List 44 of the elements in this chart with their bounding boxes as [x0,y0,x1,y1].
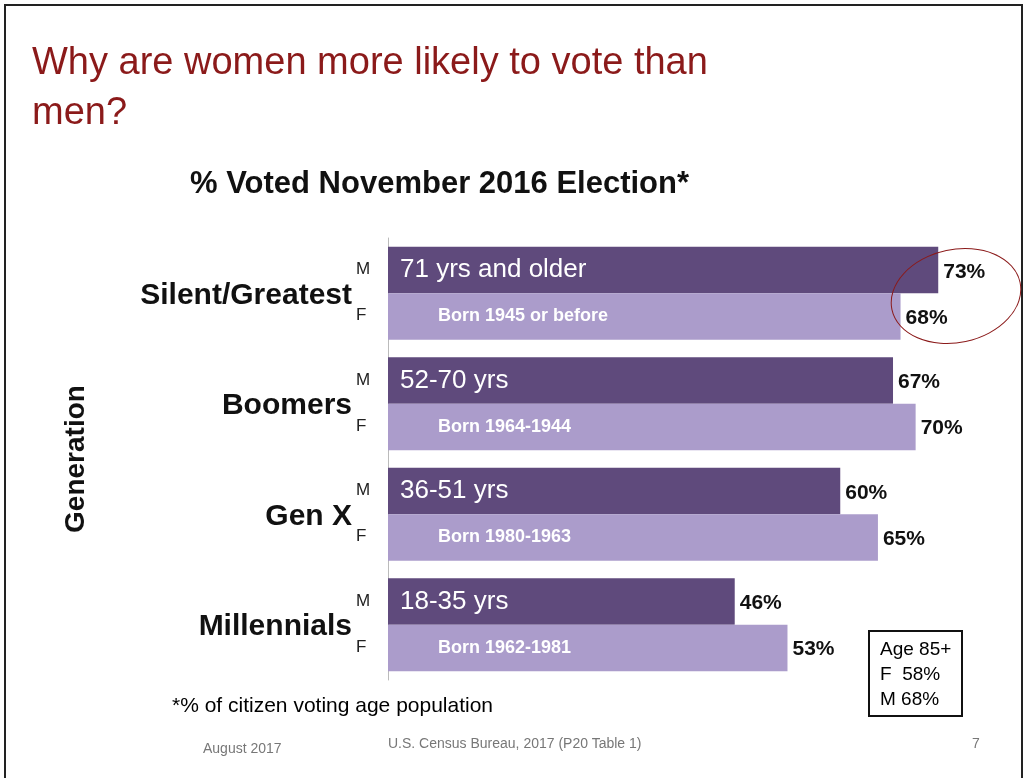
bar [388,578,735,625]
text: 7 [972,735,980,751]
annotation: 18-35 yrs [400,584,509,615]
bar [388,403,916,451]
series-label: F [356,305,367,325]
y-tick-label: Millennials [198,608,352,642]
text: August 2017 [203,740,282,756]
bar [388,467,841,515]
text: M [356,480,371,500]
text: F [356,636,367,656]
text: M [356,590,371,610]
text: F [356,526,367,546]
bar [388,246,939,294]
data-label: 65% [882,525,926,549]
text: M [356,369,371,389]
y-tick-label: Gen X [265,497,352,531]
data-label: 67% [898,369,941,393]
bar [388,357,894,404]
text: *% of citizen voting age population [172,693,494,717]
data-label: 68% [905,304,948,328]
annotation: Age 85+ F 58% M 68% [868,630,964,717]
data-label: 73% [943,258,986,282]
data-label: 53% [792,636,835,660]
annotation: 52-70 yrs [400,363,509,394]
data-label: 46% [739,590,783,614]
series-label: M [356,259,371,279]
bar [388,624,788,672]
chart-subtitle: % Voted November 2016 Election* [190,165,690,201]
y-tick-label: Boomers [221,387,352,421]
data-label: 70% [920,415,963,439]
annotation: Born 1964-1944 [438,415,572,436]
data-label: 60% [845,479,888,503]
annotation: 71 yrs and older [400,253,587,284]
annotation: Born 1980-1963 [438,526,572,547]
annotation: 36-51 yrs [400,474,509,505]
text: F [356,415,367,435]
text: U.S. Census Bureau, 2017 (P20 Table 1) [388,735,642,751]
annotation: Born 1962-1981 [438,636,572,657]
y-axis-title: Generation [58,385,90,533]
bar [388,293,901,340]
bar [388,514,878,561]
chart-title: Why are women more likely to vote than men? [32,39,709,134]
y-tick-label: Silent/Greatest [140,276,352,310]
annotation: Born 1945 or before [438,305,609,326]
